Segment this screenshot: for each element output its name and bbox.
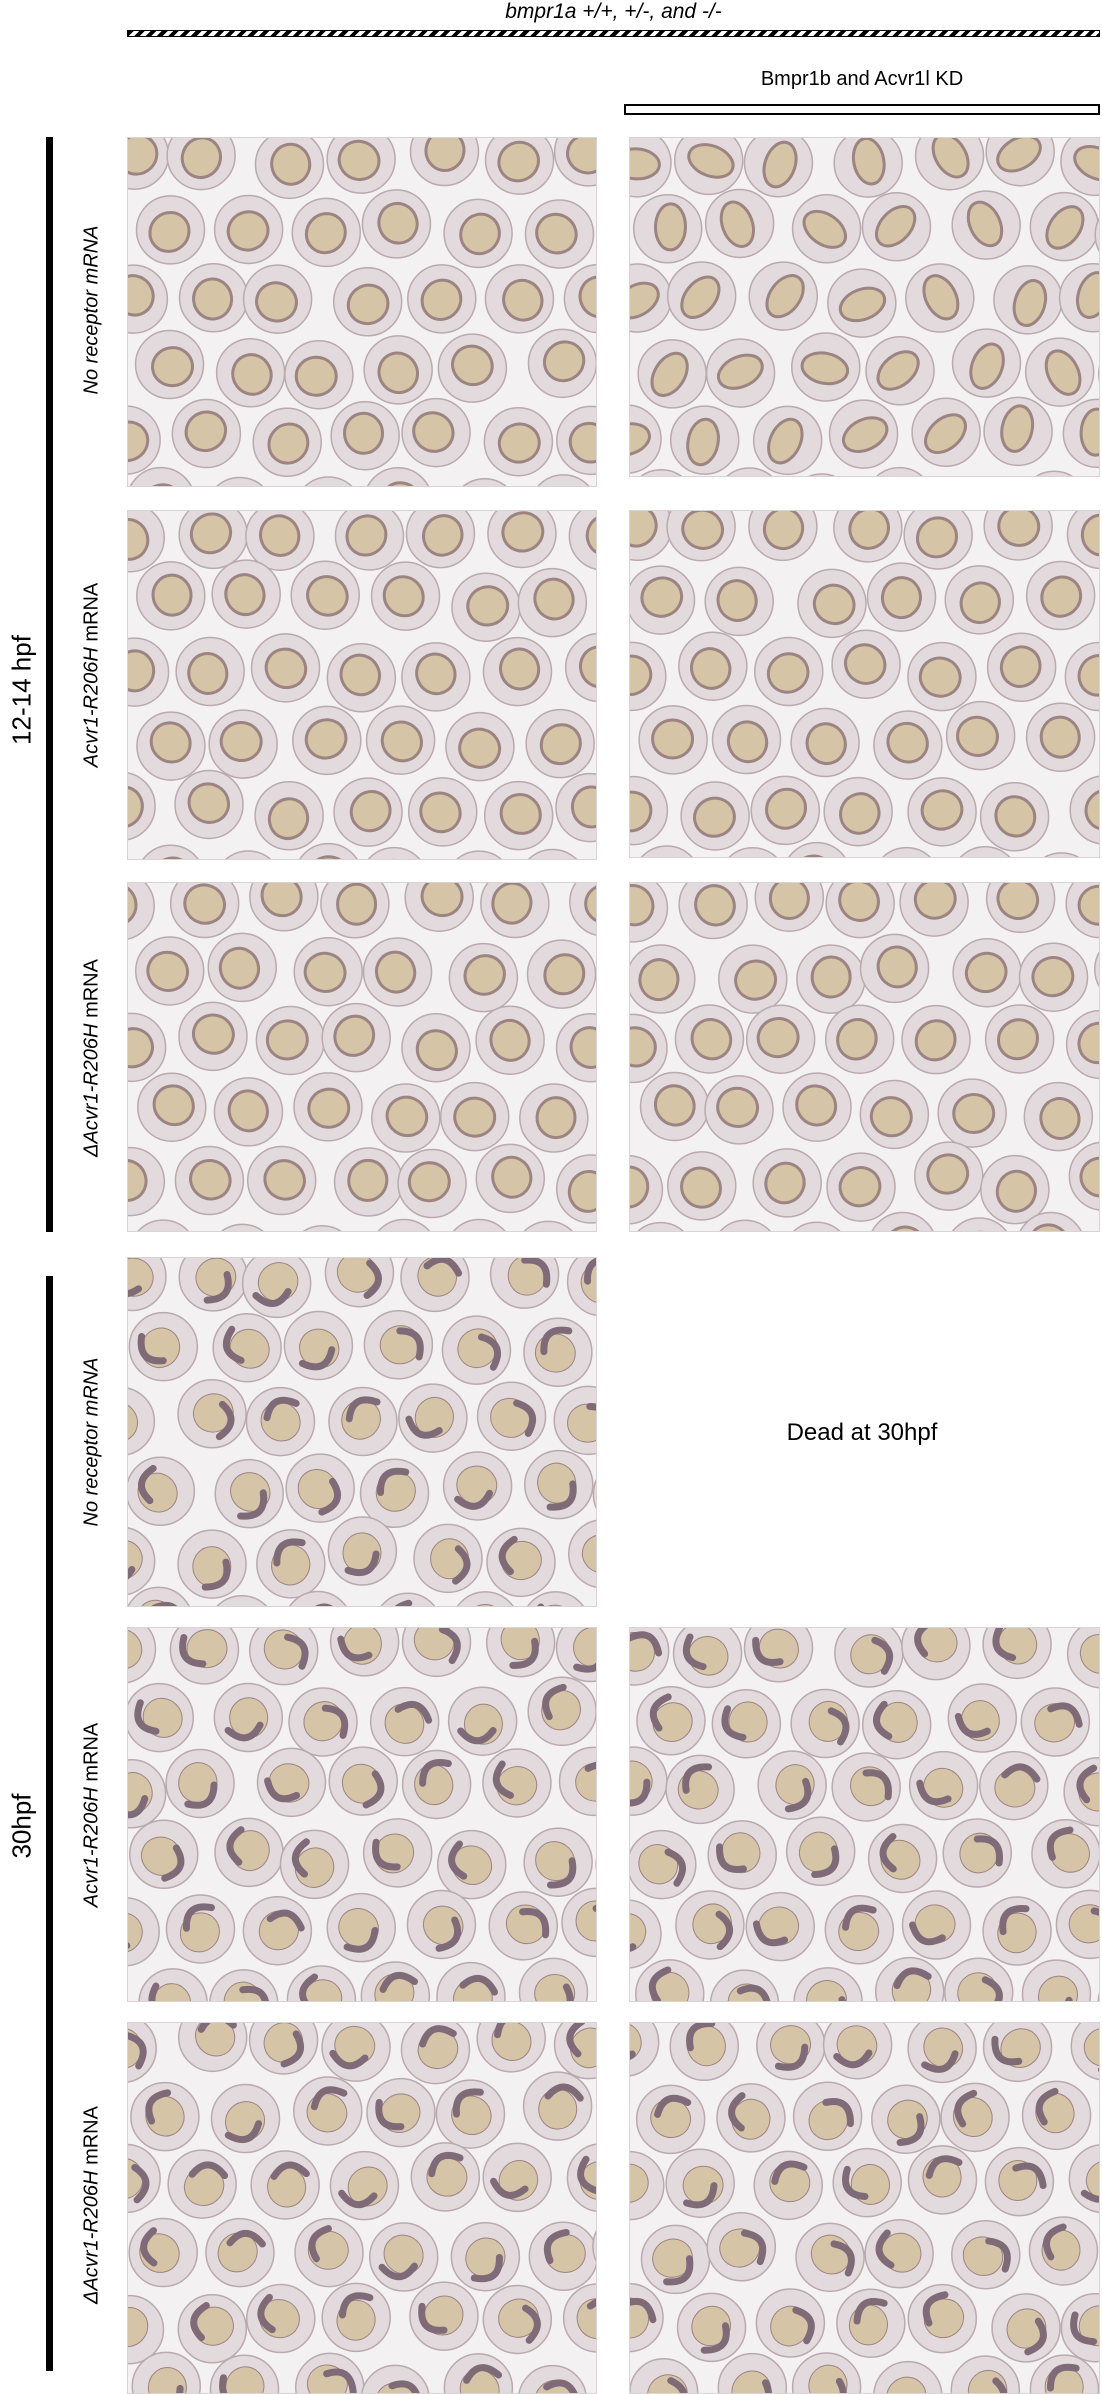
genotype-hatched-bar xyxy=(127,30,1100,37)
row-label-acvr1-r206h-early: Acvr1-R206H mRNA xyxy=(80,582,103,768)
genotype-header: bmpr1a +/+, +/-, and -/- xyxy=(505,0,722,23)
timepoint-2-label: 30hpf xyxy=(6,1793,37,1859)
micrograph-12hpf-no-receptor-kd xyxy=(629,137,1100,477)
timepoint-2-bar xyxy=(46,1276,53,2371)
micrograph-30hpf-delta-acvr1-r206h-kd xyxy=(629,2022,1100,2394)
micrograph-12hpf-delta-acvr1-r206h-control xyxy=(127,882,597,1232)
row-label-delta-acvr1-r206h-early: ΔAcvr1-R206H mRNA xyxy=(80,959,103,1157)
micrograph-30hpf-acvr1-r206h-control xyxy=(127,1627,597,2002)
micrograph-12hpf-acvr1-r206h-control xyxy=(127,510,597,860)
micrograph-12hpf-delta-acvr1-r206h-kd xyxy=(629,882,1100,1232)
micrograph-12hpf-no-receptor-control xyxy=(127,137,597,487)
timepoint-1-label: 12-14 hpf xyxy=(6,635,37,745)
dead-at-30hpf-note: Dead at 30hpf xyxy=(786,1419,938,1446)
timepoint-1-bar xyxy=(46,137,53,1232)
micrograph-30hpf-no-receptor-control xyxy=(127,1257,597,1607)
row-label-acvr1-r206h-late: Acvr1-R206H mRNA xyxy=(80,1722,103,1908)
micrograph-30hpf-delta-acvr1-r206h-control xyxy=(127,2022,597,2394)
row-label-no-receptor-early: No receptor mRNA xyxy=(80,225,103,395)
row-label-no-receptor-late: No receptor mRNA xyxy=(80,1357,103,1527)
row-label-delta-acvr1-r206h-late: ΔAcvr1-R206H mRNA xyxy=(80,2106,103,2304)
micrograph-12hpf-acvr1-r206h-kd xyxy=(629,510,1100,858)
knockdown-header: Bmpr1b and Acvr1l KD xyxy=(760,68,964,90)
knockdown-bar xyxy=(624,104,1100,115)
micrograph-30hpf-acvr1-r206h-kd xyxy=(629,1627,1100,2002)
